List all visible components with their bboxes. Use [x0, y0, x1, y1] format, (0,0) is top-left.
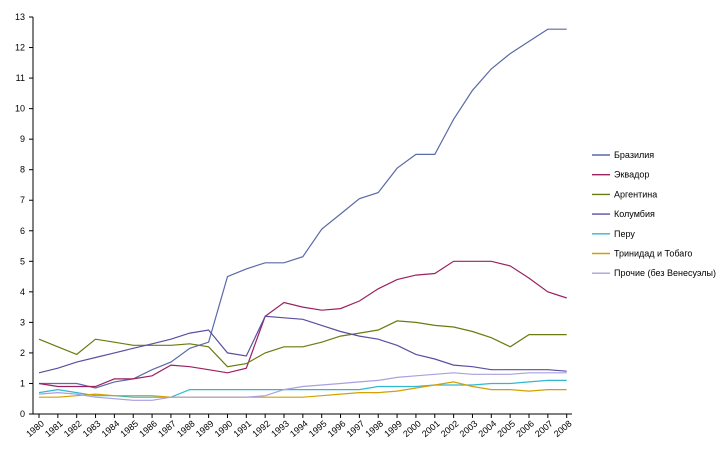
x-tick-label: 1982	[62, 418, 84, 439]
series-line	[38, 379, 567, 398]
y-tick-label: 12	[15, 43, 25, 53]
x-tick-label: 2003	[458, 418, 480, 439]
legend-label: Колумбия	[614, 209, 655, 219]
x-tick-label: 1981	[43, 418, 65, 439]
x-tick-label: 2001	[420, 418, 442, 439]
legend-label: Тринидад и Тобаго	[614, 249, 692, 259]
x-tick-label: 2006	[514, 418, 536, 439]
series-line	[39, 381, 567, 398]
x-tick-label: 1993	[269, 418, 291, 439]
y-tick-label: 10	[15, 104, 25, 114]
y-tick-label: 5	[20, 256, 25, 266]
x-tick-label: 1997	[345, 418, 367, 439]
x-tick-label: 1991	[231, 418, 253, 439]
x-tick-label: 1984	[100, 418, 122, 439]
series-line	[38, 320, 567, 368]
y-tick-label: 8	[20, 165, 25, 175]
x-tick-label: 1990	[213, 418, 235, 439]
series-line	[38, 260, 567, 388]
x-tick-label: 2005	[495, 418, 517, 439]
x-tick-label: 1988	[175, 418, 197, 439]
legend-label: Бразилия	[614, 150, 654, 160]
series-line	[38, 315, 567, 374]
x-tick-label: 2007	[533, 418, 555, 439]
x-tick-label: 1986	[137, 418, 159, 439]
x-tick-label: 1983	[81, 418, 103, 439]
legend-label: Перу	[614, 229, 635, 239]
series-line	[38, 372, 567, 401]
x-tick-label: 1996	[326, 418, 348, 439]
y-tick-label: 6	[20, 226, 25, 236]
x-tick-label: 1999	[382, 418, 404, 439]
legend: Бразилия Эквадор Аргентина Колумбия Перу Трин…	[592, 150, 716, 278]
x-tick-label: 2008	[552, 418, 574, 439]
x-tick-label: 2000	[401, 418, 423, 439]
y-tick-label: 4	[20, 287, 25, 297]
series-line	[39, 28, 567, 389]
x-tick-label: 1989	[194, 418, 216, 439]
legend-label: Аргентина	[614, 189, 657, 199]
x-tick-label: 1987	[156, 418, 178, 439]
y-tick-label: 2	[20, 348, 25, 358]
x-tick-label: 1998	[363, 418, 385, 439]
y-tick-label: 11	[16, 73, 25, 83]
y-tick-label: 0	[20, 409, 25, 419]
y-tick-label: 9	[20, 134, 25, 144]
y-tick-label: 3	[20, 317, 25, 327]
series-lines	[38, 28, 567, 401]
y-tick-label: 7	[20, 195, 25, 205]
x-tick-label: 1995	[307, 418, 329, 439]
y-tick-label: 13	[15, 12, 25, 22]
x-tick-labels: 1980198119821983198419851986198719881989…	[24, 418, 573, 439]
y-tick-label: 1	[20, 378, 25, 388]
x-tick-label: 1994	[288, 418, 310, 439]
x-tick-label: 1985	[118, 418, 140, 439]
x-tick-label: 1992	[250, 418, 272, 439]
x-tick-label: 2002	[439, 418, 461, 439]
x-tick-label: 1980	[24, 418, 46, 439]
legend-label: Эквадор	[614, 170, 649, 180]
legend-label: Прочие (без Венесуэлы)	[614, 268, 716, 278]
x-tick-label: 2004	[476, 418, 498, 439]
axes	[29, 16, 572, 418]
